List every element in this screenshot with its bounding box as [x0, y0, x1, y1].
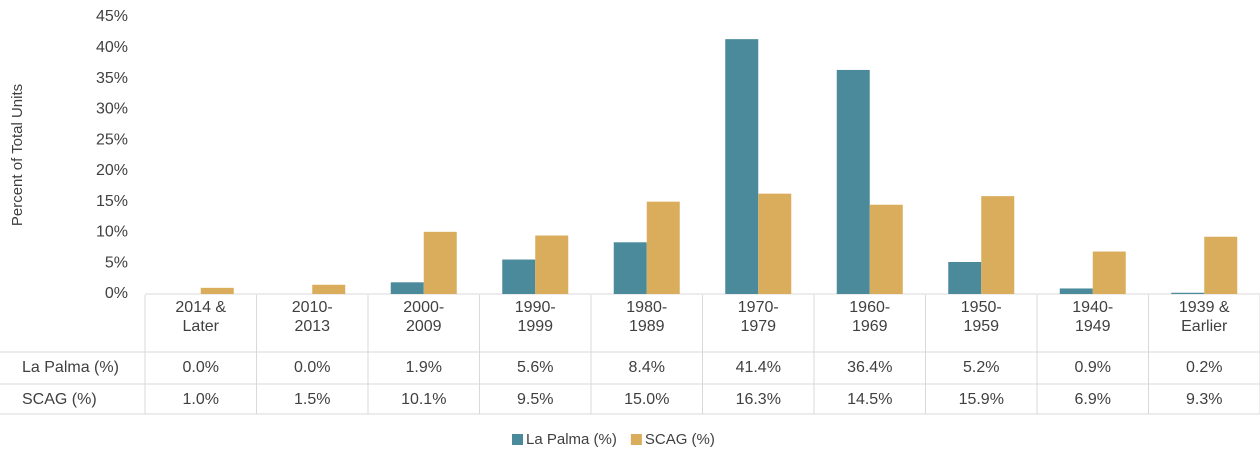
bar	[502, 259, 536, 294]
table-cell: 1.0%	[183, 391, 219, 408]
bar	[535, 235, 569, 294]
y-tick-label: 10%	[96, 224, 128, 241]
legend-label: La Palma (%)	[526, 431, 617, 448]
bar	[948, 261, 982, 294]
table-cell: 1.9%	[406, 359, 442, 376]
y-tick-label: 20%	[96, 162, 128, 179]
bar	[200, 287, 234, 294]
y-tick-label: 25%	[96, 131, 128, 148]
table-cell: 41.4%	[736, 359, 781, 376]
x-tick-label: 2010-2013	[291, 299, 333, 335]
table-cell: 6.9%	[1075, 391, 1111, 408]
table-cell: 10.1%	[401, 391, 446, 408]
y-tick-label: 15%	[96, 193, 128, 210]
bar	[423, 231, 457, 294]
bar	[613, 242, 647, 294]
table-cell: 16.3%	[736, 391, 781, 408]
bar	[1171, 292, 1205, 294]
table-row-label: SCAG (%)	[22, 391, 97, 408]
x-tick-label: 2000-2009	[403, 299, 445, 335]
table-cell: 1.5%	[294, 391, 330, 408]
legend-swatch	[630, 434, 642, 445]
x-tick-label: 1970-1979	[737, 299, 779, 335]
x-tick-label: 1980-1989	[626, 299, 668, 335]
bar	[646, 201, 680, 294]
y-tick-label: 5%	[105, 254, 128, 271]
bar	[1092, 251, 1126, 294]
bar	[312, 284, 346, 294]
x-tick-label: 1960-1969	[849, 299, 891, 335]
bar	[1204, 236, 1238, 294]
table-row-label: La Palma (%)	[22, 359, 119, 376]
y-tick-label: 0%	[105, 285, 128, 302]
table-cell: 9.3%	[1186, 391, 1222, 408]
table-cell: 0.0%	[294, 359, 330, 376]
legend-label: SCAG (%)	[645, 431, 715, 448]
table-cell: 8.4%	[629, 359, 665, 376]
x-tick-label: 1990-1999	[514, 299, 556, 335]
bar	[981, 196, 1015, 294]
bar	[390, 282, 424, 294]
x-tick-label: 1939 & Earlier	[1178, 299, 1230, 335]
legend-swatch	[512, 434, 523, 445]
table-cell: 0.2%	[1186, 359, 1222, 376]
bar	[1059, 288, 1093, 294]
y-tick-label: 45%	[96, 8, 128, 25]
table-cell: 36.4%	[847, 359, 892, 376]
y-tick-label: 35%	[96, 70, 128, 87]
table-cell: 5.2%	[963, 359, 999, 376]
bar	[836, 69, 870, 294]
bar	[869, 204, 903, 294]
table-cell: 15.0%	[624, 391, 669, 408]
bar	[758, 193, 792, 294]
x-tick-label: 1950-1959	[960, 299, 1002, 335]
table-cell: 9.5%	[517, 391, 553, 408]
x-tick-label: 2014 & Later	[175, 299, 227, 335]
y-tick-label: 40%	[96, 39, 128, 56]
table-cell: 5.6%	[517, 359, 553, 376]
x-tick-label: 1940-1949	[1072, 299, 1114, 335]
table-cell: 14.5%	[847, 391, 892, 408]
table-cell: 0.0%	[183, 359, 219, 376]
y-axis-label: Percent of Total Units	[9, 84, 26, 226]
table-cell: 15.9%	[959, 391, 1004, 408]
y-tick-label: 30%	[96, 101, 128, 118]
table-cell: 0.9%	[1075, 359, 1111, 376]
bar	[725, 39, 759, 294]
